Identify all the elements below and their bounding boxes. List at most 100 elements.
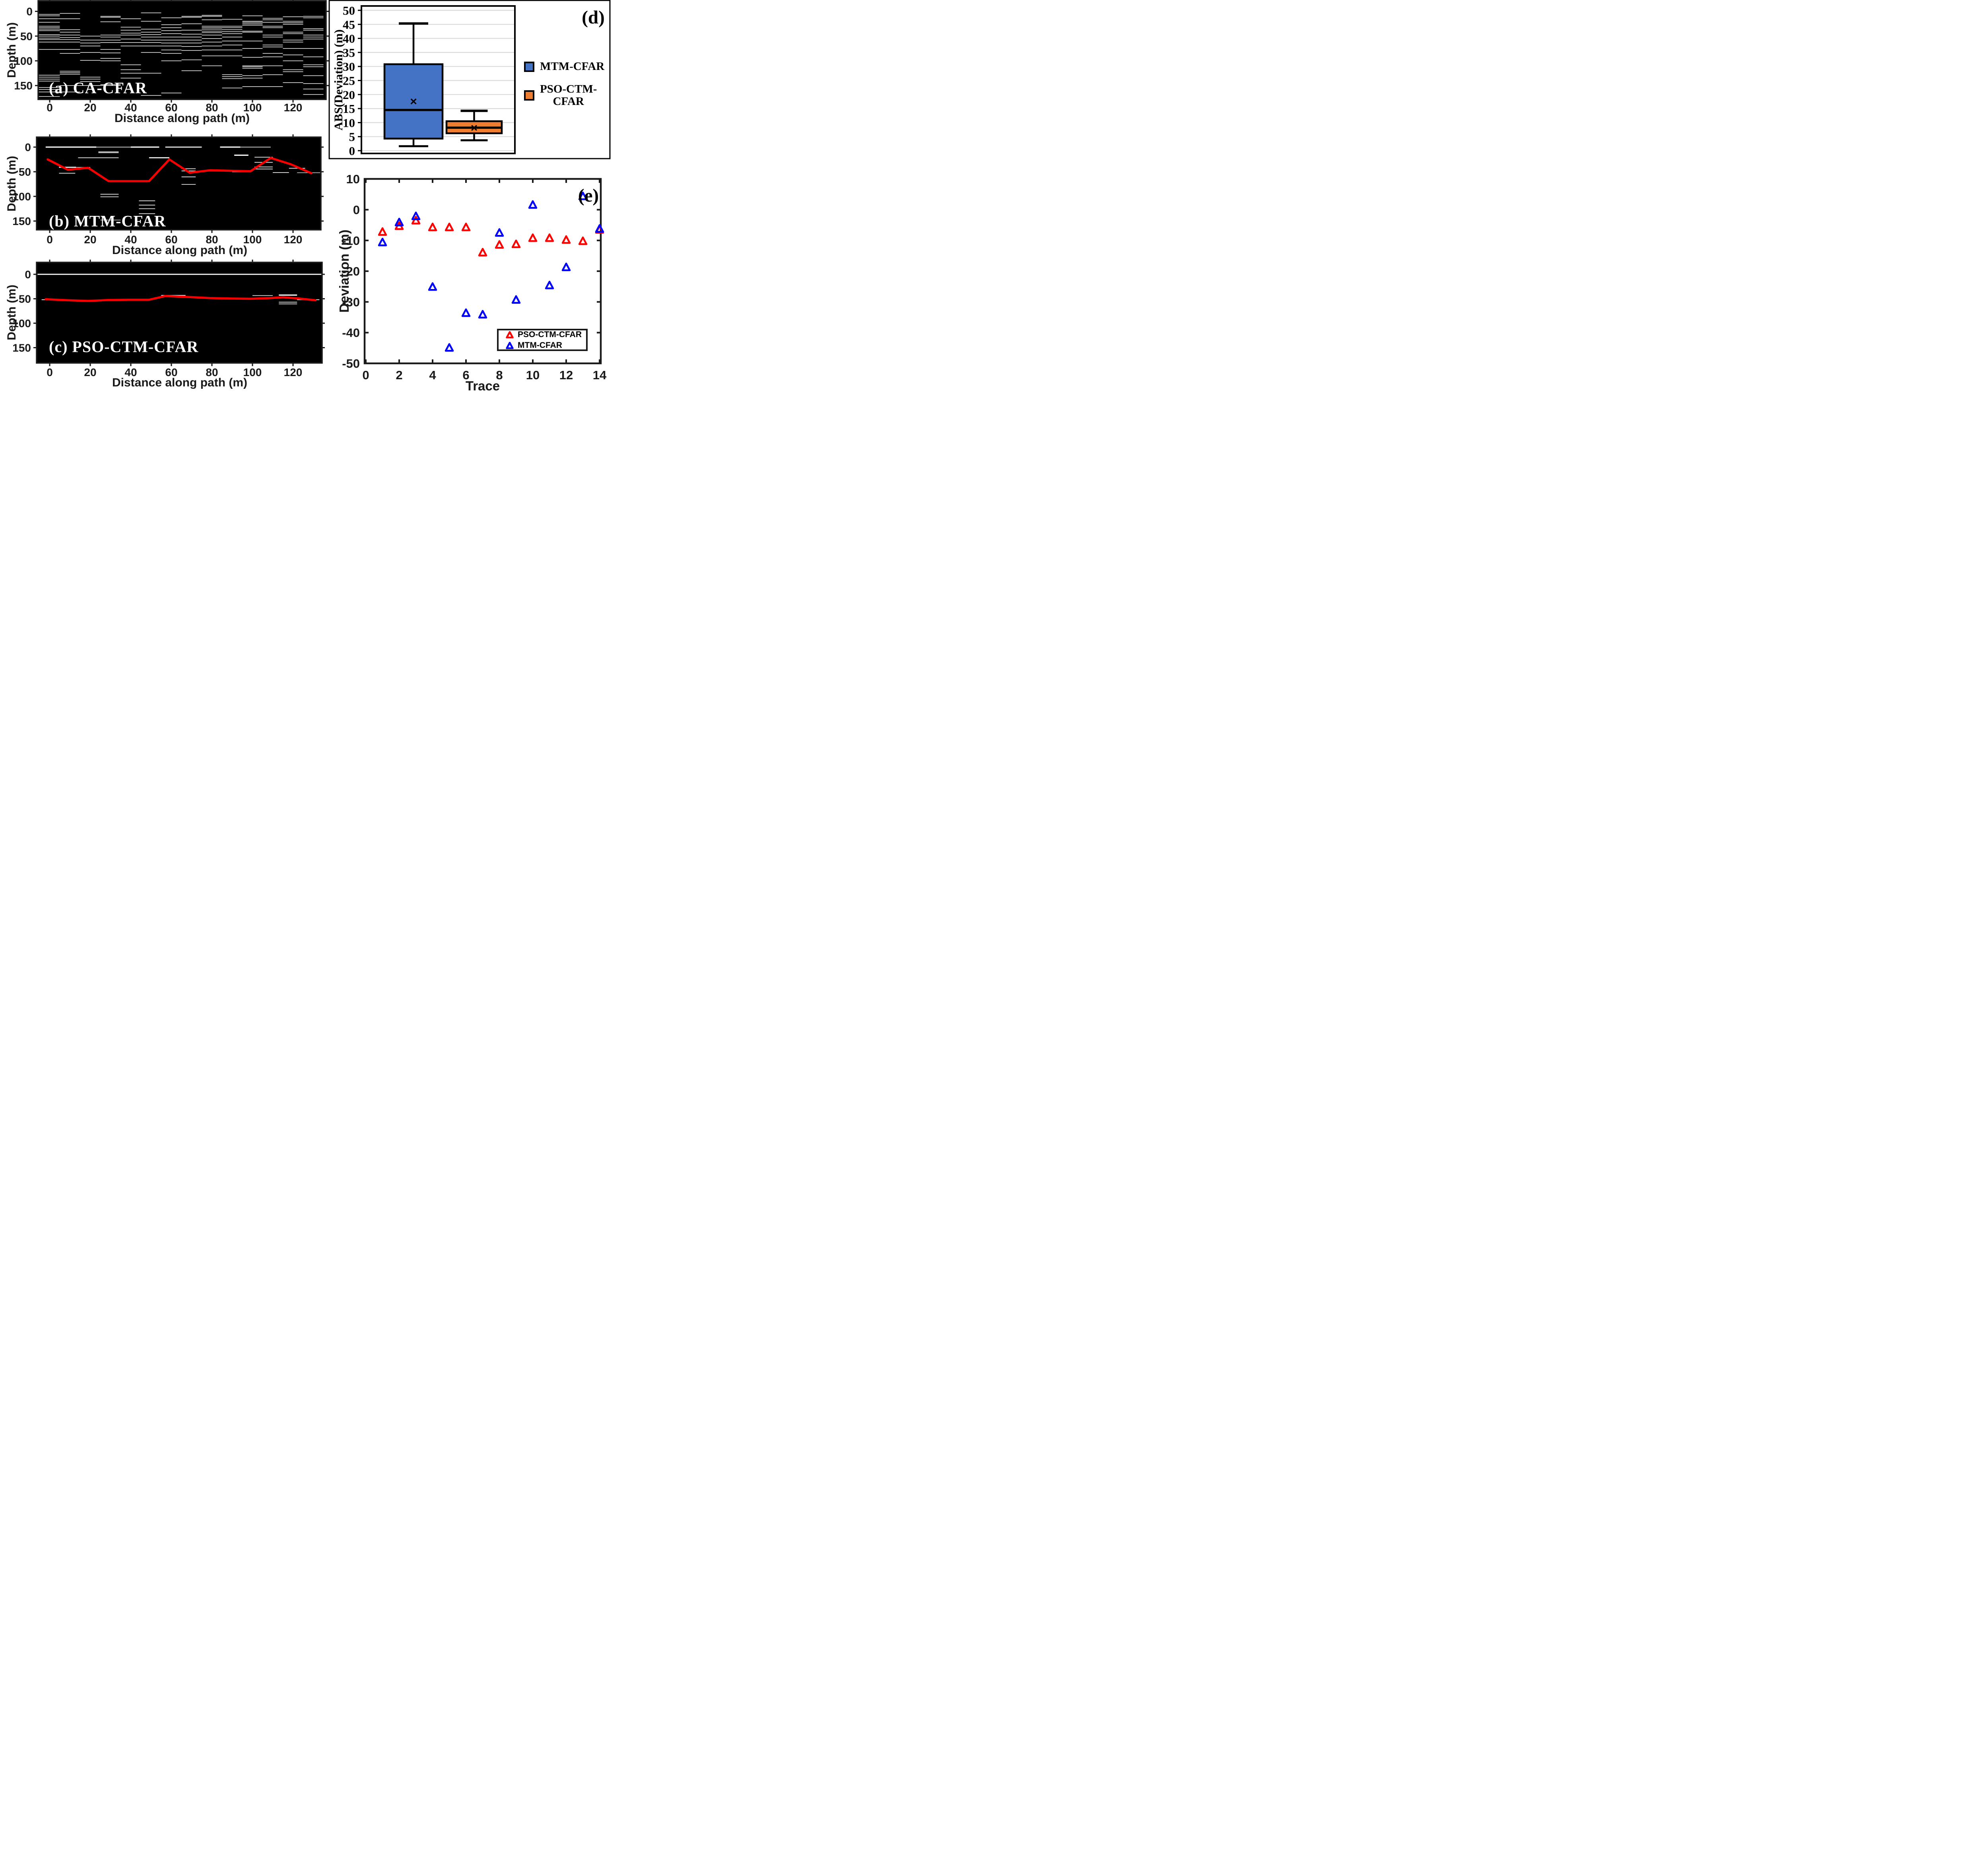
legend-d-label-pso-line2: CFAR bbox=[553, 95, 584, 108]
x-tick-label: 60 bbox=[165, 366, 177, 378]
x-tick-label: 0 bbox=[47, 101, 53, 114]
panel-e-xlabel: Trace bbox=[465, 378, 500, 392]
pick-line bbox=[45, 295, 316, 302]
panel-c-content bbox=[37, 274, 322, 305]
panel-c: 0 20 40 60 80 100 120 0 50 100 150 bbox=[12, 260, 325, 378]
panel-c-xlabel: Distance along path (m) bbox=[112, 376, 248, 389]
x-tick-label: 2 bbox=[396, 368, 402, 382]
scatter-point bbox=[411, 211, 421, 220]
x-tick-label: 120 bbox=[284, 366, 303, 378]
y-tick-label: 0 bbox=[25, 268, 31, 281]
x-tick-label: 12 bbox=[559, 368, 573, 382]
x-tick-label: 60 bbox=[165, 101, 177, 114]
y-tick-label: 150 bbox=[12, 215, 31, 227]
panel-b-ylabel: Depth (m) bbox=[5, 156, 18, 211]
y-tick-label: 100 bbox=[14, 55, 33, 67]
x-tick-label: 60 bbox=[165, 233, 177, 246]
scatter-point bbox=[461, 223, 471, 231]
scatter-point bbox=[545, 281, 554, 289]
y-tick-label: 45 bbox=[343, 17, 355, 31]
scatter-point bbox=[394, 217, 404, 227]
x-tick-label: 20 bbox=[84, 101, 96, 114]
x-tick-label: 0 bbox=[47, 366, 53, 378]
y-tick-label: 25 bbox=[343, 74, 355, 88]
x-tick-label: 20 bbox=[84, 366, 96, 378]
legend-d-item-mtm: MTM-CFAR bbox=[524, 60, 604, 73]
x-tick-label: 40 bbox=[124, 233, 137, 246]
x-tick-label: 100 bbox=[243, 101, 262, 114]
legend-e-label-mtm: MTM-CFAR bbox=[518, 340, 562, 350]
legend-d-label-pso: PSO-CTM- CFAR bbox=[540, 83, 597, 108]
panel-a-xlabel: Distance along path (m) bbox=[114, 112, 250, 125]
panel-d-tag: (d) bbox=[582, 7, 605, 28]
scatter-point bbox=[595, 224, 604, 233]
y-tick-label: 0 bbox=[26, 6, 33, 18]
red-triangle-icon bbox=[506, 331, 514, 338]
y-tick-label: 10 bbox=[343, 116, 355, 130]
x-tick-label: 80 bbox=[206, 101, 218, 114]
x-tick-label: 6 bbox=[462, 368, 469, 382]
y-tick-label: 50 bbox=[19, 166, 31, 178]
panel-c-background bbox=[37, 262, 322, 363]
scatter-point bbox=[411, 216, 421, 225]
scatter-point bbox=[461, 308, 471, 317]
y-tick-label: -50 bbox=[342, 357, 360, 371]
x-tick-label: 100 bbox=[243, 233, 262, 246]
panel-b-label: (b) MTM-CFAR bbox=[49, 212, 166, 230]
pso-ctm-cfar-swatch-icon bbox=[524, 90, 534, 101]
panel-b-content bbox=[45, 146, 321, 221]
panel-b: 0 20 40 60 80 100 120 0 50 100 150 bbox=[12, 134, 324, 246]
y-tick-label: 30 bbox=[343, 60, 355, 74]
y-tick-label: 0 bbox=[25, 141, 31, 153]
x-tick-label: 40 bbox=[124, 101, 137, 114]
panel-a-content bbox=[38, 12, 324, 97]
x-tick-label: 10 bbox=[526, 368, 540, 382]
scatter-point bbox=[561, 262, 571, 272]
blue-triangle-icon bbox=[506, 341, 514, 349]
panel-c-label: (c) PSO-CTM-CFAR bbox=[49, 338, 199, 356]
x-tick-label: 0 bbox=[362, 368, 369, 382]
y-tick-label: -30 bbox=[342, 295, 360, 309]
pick-line bbox=[47, 157, 313, 182]
x-tick-label: 40 bbox=[124, 366, 137, 378]
scatter-point bbox=[545, 233, 554, 242]
scatter-point bbox=[528, 233, 538, 242]
y-tick-label: 10 bbox=[346, 172, 360, 186]
y-tick-label: -10 bbox=[342, 234, 360, 248]
legend-e-item-pso: PSO-CTM-CFAR bbox=[499, 330, 586, 340]
scatter-point bbox=[561, 235, 571, 244]
scatter-series-mtm-cfar bbox=[378, 192, 604, 352]
scatter-series-pso-ctm-cfar bbox=[378, 216, 604, 256]
x-tick-label: 80 bbox=[206, 233, 218, 246]
y-tick-label: -20 bbox=[342, 264, 360, 278]
y-tick-label: 35 bbox=[343, 46, 355, 60]
scatter-point bbox=[495, 240, 504, 249]
x-tick-label: 100 bbox=[243, 366, 262, 378]
scatter-point bbox=[511, 239, 521, 248]
scatter-point bbox=[445, 223, 454, 231]
y-tick-label: 0 bbox=[353, 203, 360, 217]
x-tick-label: 8 bbox=[496, 368, 503, 382]
y-tick-label: 40 bbox=[343, 32, 355, 46]
scatter-point bbox=[445, 343, 454, 352]
panel-a: 0 20 40 60 80 100 120 0 50 100 150 bbox=[14, 0, 329, 114]
scatter-point bbox=[578, 236, 588, 245]
scatter-point bbox=[428, 282, 437, 291]
boxplot-pso-ctm-cfar: × bbox=[445, 109, 503, 142]
panel-a-border bbox=[37, 0, 327, 100]
scatter-point bbox=[528, 200, 538, 209]
x-tick-label: 120 bbox=[284, 233, 303, 246]
panel-e-ylabel: Deviation (m) bbox=[337, 229, 351, 313]
panel-a-ylabel: Depth (m) bbox=[5, 22, 18, 78]
y-tick-label: 5 bbox=[349, 130, 355, 144]
scatter-point bbox=[378, 227, 387, 236]
panel-b-border bbox=[36, 136, 322, 231]
panel-b-xlabel: Distance along path (m) bbox=[112, 244, 248, 257]
y-tick-label: -40 bbox=[342, 326, 360, 340]
scatter-point bbox=[478, 248, 487, 256]
legend-d-label-mtm: MTM-CFAR bbox=[540, 60, 605, 73]
x-tick-label: 4 bbox=[429, 368, 436, 382]
y-tick-label: 150 bbox=[14, 80, 33, 92]
